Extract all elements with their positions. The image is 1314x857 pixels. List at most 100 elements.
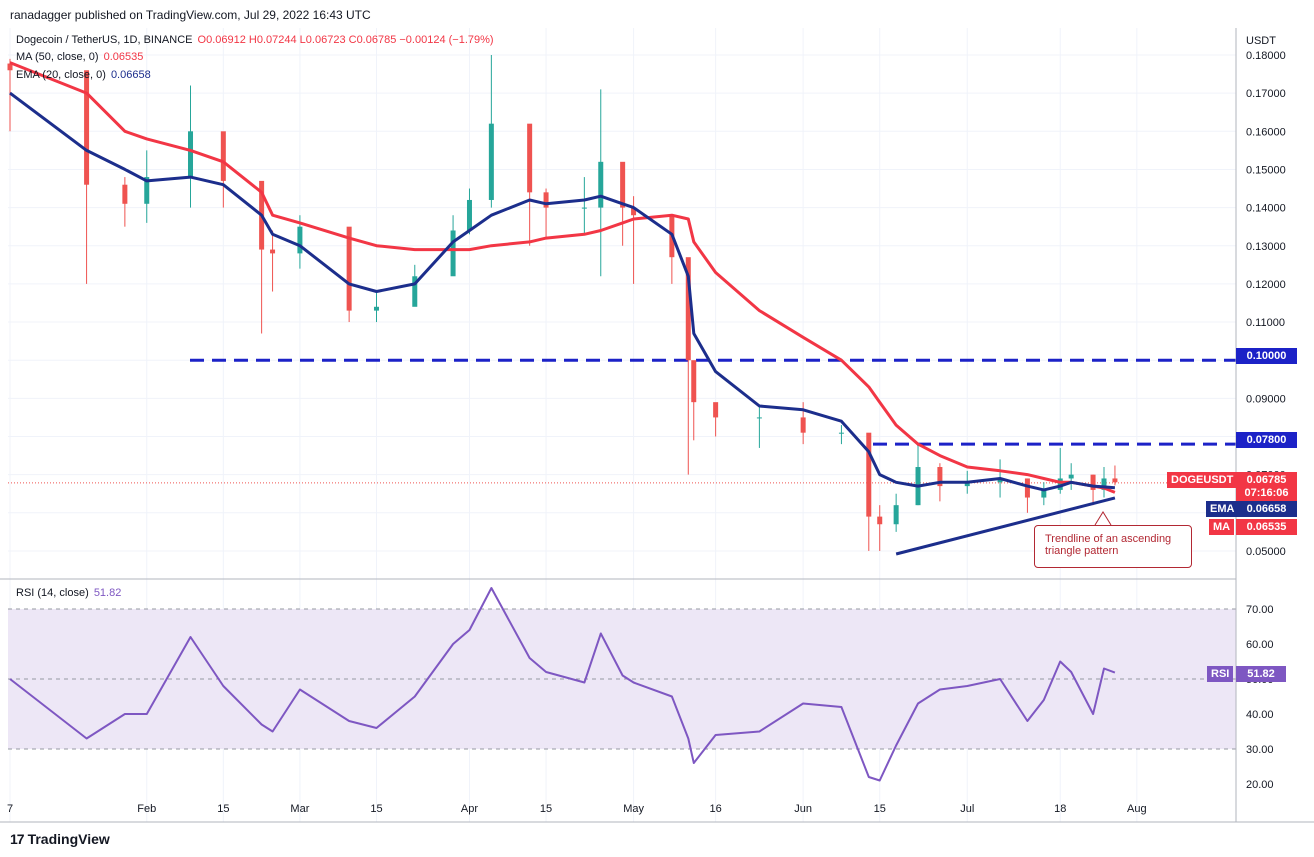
candle-body [1101, 478, 1107, 490]
time-tick-label: 15 [370, 803, 382, 815]
annotation-line-1: Trendline of an ascending [1045, 533, 1172, 545]
rsi-band-fill [8, 609, 1236, 749]
rsi-tick-label: 60.00 [1246, 639, 1274, 651]
tradingview-logo-icon: 17 [10, 831, 25, 847]
level-tag-mid: 0.07800 [1236, 432, 1297, 448]
time-tick-label: 18 [1054, 803, 1066, 815]
candle-body [270, 249, 276, 254]
rsi-tick-label: 30.00 [1246, 744, 1274, 756]
ma-tag-label: MA [1209, 519, 1235, 535]
ema20-line [9, 91, 1116, 492]
countdown-tag: 07:16:06 [1236, 485, 1297, 501]
rsi-line [9, 587, 1116, 782]
price-tick-label: 0.15000 [1246, 164, 1286, 176]
rsi-tick-label: 20.00 [1246, 779, 1274, 791]
rsi-band [8, 608, 1236, 750]
level-tag-high: 0.10000 [1236, 348, 1297, 364]
annotation-pointer [1094, 511, 1112, 526]
candle-body [1057, 478, 1063, 490]
legend-ma-value: 0.06535 [103, 51, 144, 63]
rsi-tick-label: 40.00 [1246, 709, 1274, 721]
candle-body [877, 516, 883, 525]
candle-body [1112, 478, 1118, 483]
time-tick-label: Jun [794, 803, 812, 815]
candle-body [144, 177, 150, 204]
candle-body [188, 131, 194, 178]
time-tick-label: Feb [137, 803, 156, 815]
symbol-tag: DOGEUSDT [1167, 472, 1238, 488]
candle-body [964, 482, 970, 487]
price-tick-label: 0.13000 [1246, 241, 1286, 253]
candle-body [220, 131, 226, 181]
footer-brand[interactable]: 17 TradingView [10, 831, 110, 847]
candle-body [685, 257, 691, 361]
candle-body [838, 432, 844, 434]
price-tick-label: 0.14000 [1246, 203, 1286, 215]
horizontal-levels [8, 358, 1236, 484]
legend-rsi-label: RSI (14, close) [16, 587, 89, 599]
ma50-line [9, 61, 1116, 494]
candle-body [866, 432, 872, 517]
candle-body [450, 230, 456, 277]
time-tick-label: 16 [710, 803, 722, 815]
candle-body [1068, 474, 1074, 479]
legend-ma-label: MA (50, close, 0) [16, 51, 99, 63]
rsi-tick-label: 70.00 [1246, 604, 1274, 616]
legend-ema-label: EMA (20, close, 0) [16, 69, 106, 81]
time-tick-label: Jul [960, 803, 974, 815]
time-tick-label: Apr [461, 803, 478, 815]
candle-body [893, 505, 899, 525]
candle-body [1041, 489, 1047, 498]
candle-body [297, 226, 303, 254]
price-tick-label: 0.09000 [1246, 393, 1286, 405]
candle-body [488, 123, 494, 200]
candle-body [691, 360, 697, 403]
trendline-annotation: Trendline of an ascending triangle patte… [1034, 525, 1192, 568]
candle-body [620, 161, 626, 208]
last-price-tag: 0.06785 [1236, 472, 1297, 488]
legend-symbol-row: Dogecoin / TetherUS, 1D, BINANCE O0.0691… [16, 34, 494, 46]
rsi-tag-value: 51.82 [1236, 666, 1286, 682]
time-tick-label: Mar [290, 803, 309, 815]
rsi-tag-label: RSI [1207, 666, 1234, 682]
candle-body [466, 199, 472, 231]
price-tick-label: 0.11000 [1246, 317, 1285, 329]
candle-body [713, 402, 719, 418]
candle-body [1090, 474, 1096, 490]
time-tick-label: Aug [1127, 803, 1147, 815]
legend-ohlc: O0.06912 H0.07244 L0.06723 C0.06785 −0.0… [197, 34, 494, 46]
time-tick-label: 15 [217, 803, 229, 815]
candle-body [631, 207, 637, 216]
legend-rsi-row: RSI (14, close) 51.82 [16, 587, 121, 599]
candle-body [756, 417, 762, 419]
candle-body [543, 192, 549, 208]
time-tick-label: 15 [874, 803, 886, 815]
ascending-trendline [895, 496, 1116, 556]
ema-tag-label: EMA [1206, 501, 1239, 517]
price-tick-label: 0.17000 [1246, 88, 1286, 100]
candle-body [84, 70, 90, 185]
time-tick-label: 7 [7, 803, 13, 815]
legend-symbol: Dogecoin / TetherUS, 1D, BINANCE [16, 34, 193, 46]
candle-body [373, 306, 379, 311]
indicator-lines [9, 61, 1116, 556]
price-tick-label: 0.16000 [1246, 126, 1286, 138]
ma-tag-value: 0.06535 [1236, 519, 1297, 535]
legend-rsi-value: 51.82 [93, 587, 122, 599]
legend-ma-row: MA (50, close, 0) 0.06535 [16, 51, 143, 63]
price-unit-label: USDT [1246, 35, 1276, 47]
candle-body [800, 417, 806, 433]
candle-body [346, 226, 352, 311]
footer-brand-name: TradingView [27, 831, 110, 847]
candle-body [598, 161, 604, 208]
candle-body [1024, 478, 1030, 498]
rsi-line-group [9, 587, 1116, 782]
candle-body [122, 184, 128, 204]
annotation-line-2: triangle pattern [1045, 545, 1119, 557]
price-tick-label: 0.05000 [1246, 546, 1286, 558]
candle-body [581, 207, 587, 209]
candle-body [997, 478, 1003, 483]
time-tick-label: 15 [540, 803, 552, 815]
price-tick-label: 0.12000 [1246, 279, 1286, 291]
